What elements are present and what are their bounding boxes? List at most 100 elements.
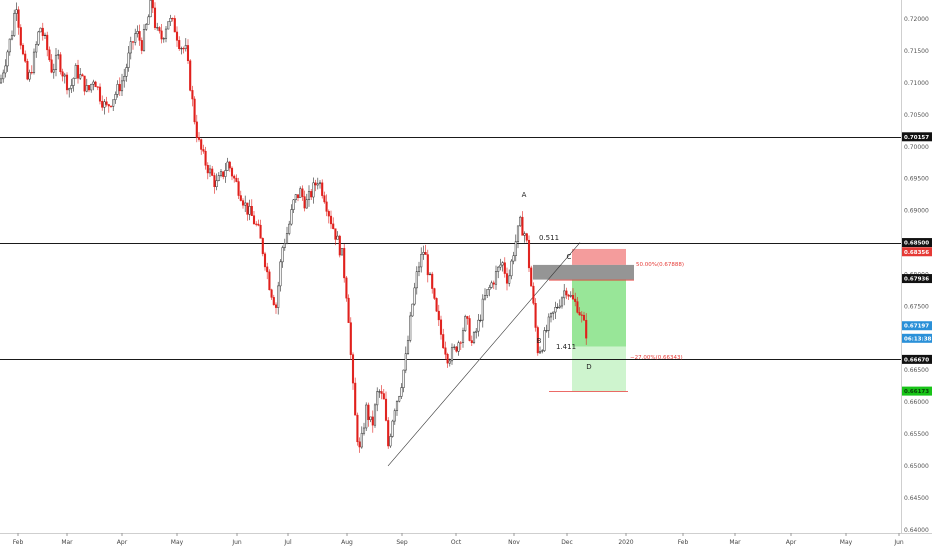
candle-body xyxy=(294,194,297,201)
candle-body xyxy=(318,182,322,185)
candle-body xyxy=(63,74,66,77)
candle-body xyxy=(389,436,392,447)
candle-body xyxy=(501,262,504,266)
candle-body xyxy=(360,432,363,448)
candle-body xyxy=(35,44,38,53)
candle-body xyxy=(362,427,366,434)
candle-body xyxy=(459,342,462,344)
candle-body xyxy=(307,191,311,200)
candle-body xyxy=(222,171,225,177)
candle-body xyxy=(428,273,432,276)
candle-body xyxy=(74,65,77,79)
candle-body xyxy=(96,86,99,88)
position-zones xyxy=(533,248,634,393)
price-badge-label: 0.70157 xyxy=(904,135,929,141)
candle-body xyxy=(266,266,269,273)
candle-body xyxy=(129,41,132,54)
candle-body xyxy=(217,175,220,181)
candle-body xyxy=(582,314,586,321)
candle-body xyxy=(290,209,293,225)
candle-body xyxy=(248,206,251,215)
candle-body xyxy=(466,316,469,319)
y-tick-label: 0.70500 xyxy=(904,112,929,119)
price-badge xyxy=(902,247,932,257)
candle-body xyxy=(202,149,205,152)
candle-body xyxy=(215,180,218,187)
candle-body xyxy=(10,35,14,40)
candle-body xyxy=(404,353,407,371)
candle-body xyxy=(475,330,478,333)
candle-body xyxy=(552,311,555,314)
candle-body xyxy=(270,289,273,298)
channel-trendline xyxy=(387,242,581,467)
candle-body xyxy=(259,224,262,239)
x-tick-label: May xyxy=(840,539,853,546)
candle-body xyxy=(499,264,502,268)
y-tick-label: 0.70000 xyxy=(904,144,929,151)
candle-body xyxy=(519,216,522,227)
candle-body xyxy=(90,83,93,91)
candle-body xyxy=(444,347,447,355)
candle-body xyxy=(580,314,583,316)
candle-body xyxy=(83,75,86,92)
candle-body xyxy=(327,211,330,217)
candle-body xyxy=(382,393,385,400)
y-tick-label: 0.64500 xyxy=(904,495,929,502)
candle-body xyxy=(226,161,229,171)
candle-body xyxy=(488,287,491,290)
candle-body xyxy=(560,297,564,307)
y-tick-label: 0.71500 xyxy=(904,48,929,55)
candle-body xyxy=(413,287,416,305)
ratio-label-cd: 1.411 xyxy=(556,343,576,351)
candle-body xyxy=(365,404,368,429)
candle-body xyxy=(105,101,108,105)
candle-body xyxy=(92,81,95,85)
candle-body xyxy=(39,27,42,33)
pattern-point-b: B xyxy=(537,337,542,345)
candle-body xyxy=(358,441,361,448)
candle-body xyxy=(400,387,403,397)
candle-body xyxy=(171,18,174,20)
candle-body xyxy=(398,396,401,402)
candle-body xyxy=(241,200,245,206)
candle-body xyxy=(492,282,495,285)
x-tick-label: Jun xyxy=(893,539,904,546)
stop-loss-zone xyxy=(572,248,626,265)
x-tick-label: Mar xyxy=(729,539,741,546)
ratio-label-bc: 0.511 xyxy=(539,234,559,242)
candle-body xyxy=(547,316,550,331)
candle-body xyxy=(448,360,451,364)
candle-body xyxy=(112,99,115,107)
candle-body xyxy=(145,24,148,30)
candle-body xyxy=(140,40,143,51)
time-axis[interactable]: Feb Mar Apr May Jun Jul Aug Sep Oct Nov Dec 2020 Feb… xyxy=(13,533,904,546)
candle-body xyxy=(525,233,528,241)
candle-body xyxy=(303,196,306,209)
candle-body xyxy=(109,105,113,107)
candle-body xyxy=(486,289,489,296)
y-tick-label: 0.72000 xyxy=(904,16,929,23)
take-profit-zone xyxy=(572,279,626,347)
candle-body xyxy=(57,54,60,56)
candle-body xyxy=(213,175,216,187)
candle-body xyxy=(477,319,480,332)
pattern-point-d: D xyxy=(586,363,591,371)
candle-body xyxy=(206,165,209,174)
candle-body xyxy=(81,74,84,77)
candle-body xyxy=(532,285,535,304)
candle-body xyxy=(173,18,176,33)
candle-body xyxy=(296,194,300,198)
candle-body xyxy=(437,310,440,321)
candle-body xyxy=(299,188,302,198)
x-tick-label: 2020 xyxy=(618,539,633,546)
pattern-point-a: A xyxy=(522,191,527,199)
candle-body xyxy=(123,76,126,82)
price-badge-label: 0.67197 xyxy=(904,324,929,330)
candle-body xyxy=(235,177,238,182)
pattern-annotations: A B C D 0.511 1.411 50.00%(0.67888) −27.… xyxy=(522,191,684,371)
candle-body xyxy=(523,233,526,236)
price-badge xyxy=(902,354,932,364)
candle-body xyxy=(250,206,253,216)
